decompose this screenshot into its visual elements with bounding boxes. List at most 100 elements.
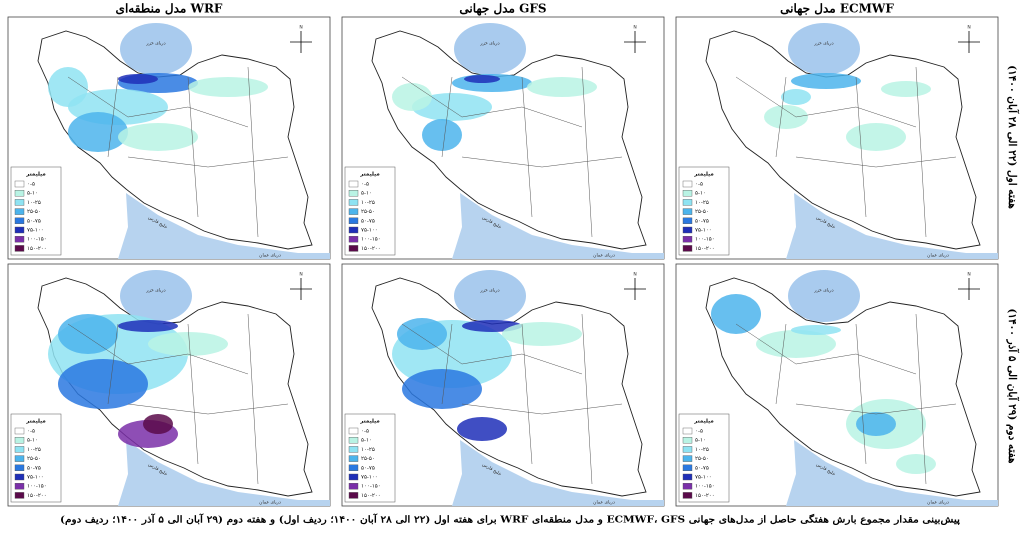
- legend-label: ۵-۱۰: [695, 191, 706, 197]
- precip-area: [58, 359, 148, 409]
- precip-area: [402, 369, 482, 409]
- precip-area: [846, 123, 906, 151]
- legend-swatch: [14, 226, 25, 234]
- legend-title: میلیمتر: [693, 172, 714, 178]
- legend-swatch: [682, 217, 693, 225]
- legend-label: ۱۰۰-۱۵۰: [361, 484, 381, 490]
- map-label: دریای عمان: [259, 501, 281, 506]
- precip-area: [392, 83, 432, 111]
- map-label: دریای خزر: [813, 42, 833, 47]
- legend-swatch: [14, 464, 25, 472]
- precip-area: [881, 81, 931, 97]
- legend-swatch: [14, 436, 25, 444]
- legend-swatch: [348, 180, 359, 188]
- province-borders: [401, 66, 623, 238]
- legend-label: ۵۰-۷۵: [27, 218, 41, 224]
- persian-gulf: [452, 440, 664, 506]
- legend-swatch: [682, 208, 693, 215]
- legend-label: ۵-۱۰: [695, 438, 706, 444]
- precip-area: [143, 414, 173, 434]
- precip-area: [856, 412, 896, 436]
- legend-title: میلیمتر: [359, 419, 380, 425]
- legend-swatch: [14, 199, 25, 206]
- legend-label: ۱۰-۲۵: [361, 200, 375, 206]
- legend: میلیمتر ۰-۵ ۵-۱۰ ۱۰-۲۵ ۲۵-۵۰ ۵۰-۷۵ ۷۵-۱۰۰ ۱۰۰-۱…: [344, 413, 396, 503]
- legend-label: ۲۵-۵۰: [27, 456, 41, 462]
- precip-area: [527, 77, 597, 97]
- legend-title: میلیمتر: [359, 172, 380, 178]
- map-label: دریای عمان: [593, 254, 615, 259]
- legend-label: ۵۰-۷۵: [695, 465, 709, 471]
- legend-swatch: [348, 208, 359, 215]
- column-title: مدل جهانی ECMWF: [780, 2, 894, 17]
- legend-swatch: [682, 436, 693, 444]
- persian-gulf: [786, 440, 998, 506]
- persian-gulf: [452, 193, 664, 259]
- caspian-sea: [788, 23, 860, 75]
- legend-label: ۱۰۰-۱۵۰: [361, 237, 381, 243]
- legend-title: میلیمتر: [25, 419, 46, 425]
- caspian-sea: [454, 270, 526, 322]
- legend-label: ۵-۱۰: [361, 438, 372, 444]
- legend-label: ۷۵-۱۰۰: [695, 228, 712, 234]
- north-label: N: [633, 272, 636, 278]
- legend-label: ۱۵۰-۲۰۰: [361, 246, 381, 252]
- legend-label: ۱۰۰-۱۵۰: [695, 484, 715, 490]
- province-borders: [67, 313, 289, 485]
- legend-swatch: [348, 482, 359, 490]
- caspian-sea: [120, 23, 192, 75]
- legend-swatch: [14, 455, 25, 462]
- map-label: دریای عمان: [259, 254, 281, 259]
- legend-label: ۱۰-۲۵: [695, 200, 709, 206]
- province-borders: [735, 66, 957, 238]
- column-title: مدل جهانی GFS: [459, 2, 546, 17]
- legend-label: ۱۰۰-۱۵۰: [27, 484, 47, 490]
- legend-label: ۱۰۰-۱۵۰: [695, 237, 715, 243]
- north-label: N: [299, 25, 302, 31]
- legend-label: ۱۵۰-۲۰۰: [27, 246, 47, 252]
- legend-label: ۵۰-۷۵: [361, 465, 375, 471]
- map-label: دریای خزر: [813, 289, 833, 294]
- caption: پیش‌بینی مقدار مجموع بارش هفتگی حاصل از …: [60, 513, 960, 526]
- legend-label: ۱۰-۲۵: [27, 447, 41, 453]
- legend-swatch: [682, 245, 693, 252]
- precip-area: [118, 74, 158, 84]
- legend-label: ۷۵-۱۰۰: [361, 475, 378, 481]
- persian-gulf: [118, 193, 330, 259]
- legend-swatch: [348, 189, 359, 197]
- precip-area: [781, 89, 811, 105]
- legend-swatch: [682, 235, 693, 243]
- legend-swatch: [14, 208, 25, 215]
- legend-swatch: [682, 482, 693, 490]
- row-title: هفته دوم (۲۹ آبان الی ۵ آذر ۱۴۰۰): [1006, 308, 1020, 464]
- precip-area: [791, 325, 841, 335]
- legend-label: ۵۰-۷۵: [361, 218, 375, 224]
- legend-label: ۱۰۰-۱۵۰: [27, 237, 47, 243]
- legend-swatch: [348, 245, 359, 252]
- legend-swatch: [348, 464, 359, 472]
- legend-label: ۱۵۰-۲۰۰: [361, 493, 381, 499]
- precip-area: [791, 73, 861, 89]
- legend-label: ۷۵-۱۰۰: [695, 475, 712, 481]
- legend-label: ۷۵-۱۰۰: [27, 475, 44, 481]
- legend-label: ۵۰-۷۵: [27, 465, 41, 471]
- legend-title: میلیمتر: [25, 172, 46, 178]
- legend-label: ۰-۵: [361, 182, 369, 188]
- map-label: دریای عمان: [927, 501, 949, 506]
- legend-swatch: [682, 492, 693, 499]
- precip-area: [118, 123, 198, 151]
- legend-swatch: [14, 473, 25, 481]
- legend-label: ۰-۵: [27, 429, 35, 435]
- legend-label: ۲۵-۵۰: [361, 456, 375, 462]
- legend: میلیمتر ۰-۵ ۵-۱۰ ۱۰-۲۵ ۲۵-۵۰ ۵۰-۷۵ ۷۵-۱۰۰ ۱۰۰-۱…: [10, 166, 62, 256]
- legend-swatch: [14, 446, 25, 453]
- persian-gulf: [118, 440, 330, 506]
- legend-swatch: [348, 235, 359, 243]
- legend-title: میلیمتر: [693, 419, 714, 425]
